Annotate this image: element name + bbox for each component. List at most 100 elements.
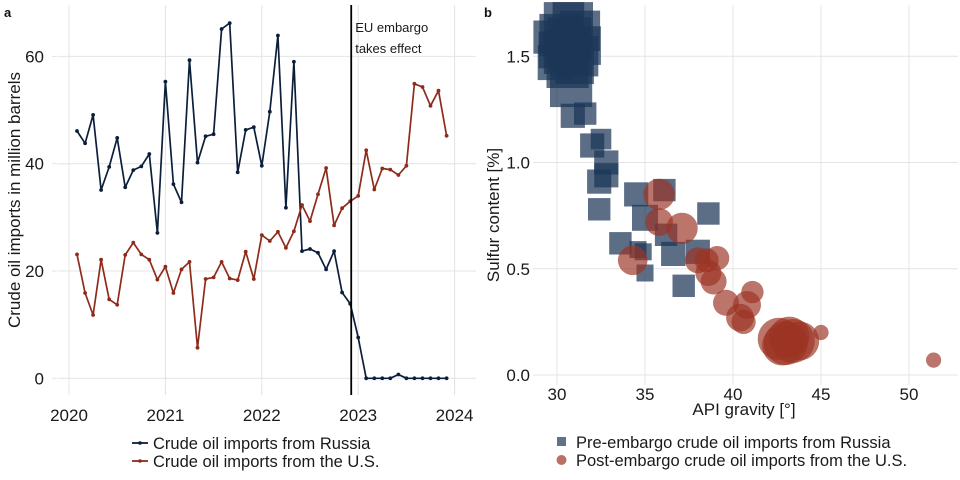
legend-key-square <box>557 437 566 446</box>
x-tick-label: 30 <box>548 385 567 404</box>
data-point-us <box>396 173 401 177</box>
data-point-us <box>179 267 184 272</box>
data-point-russia <box>211 132 216 137</box>
data-point-russia <box>99 188 103 192</box>
data-point-us <box>171 291 176 295</box>
y-tick-label: 60 <box>25 47 44 66</box>
data-point-square <box>661 241 686 266</box>
data-point-russia <box>316 250 320 255</box>
data-point-russia <box>267 109 272 114</box>
data-point-us <box>292 229 296 234</box>
data-point-us <box>364 148 369 153</box>
data-point-us <box>308 219 312 224</box>
panel-b-scatter-chart: b 0.0 0.5 1.0 1.5 30 35 40 45 50 Sulfur content… <box>484 2 958 470</box>
data-point-us <box>251 277 256 281</box>
data-point-us <box>187 260 192 264</box>
data-point-us <box>380 166 385 171</box>
x-tick-label: 2023 <box>339 406 377 425</box>
data-point-square <box>550 64 593 108</box>
embargo-annotation: EU embargo takes effect <box>350 5 428 395</box>
data-point-us <box>420 85 425 89</box>
data-point-square <box>672 274 695 297</box>
x-tick-label: 45 <box>812 385 831 404</box>
data-point-circle <box>666 212 698 245</box>
data-point-russia <box>292 59 296 64</box>
x-tick-label: 2021 <box>146 406 184 425</box>
panel-b-points <box>533 2 942 368</box>
data-point-russia <box>115 136 120 140</box>
data-point-russia <box>436 376 441 381</box>
data-point-russia <box>444 376 449 381</box>
data-point-us <box>139 252 144 257</box>
data-point-russia <box>219 27 224 31</box>
data-point-russia <box>276 33 280 38</box>
legend-item-russia: Crude oil imports from Russia <box>132 435 371 453</box>
data-point-circle <box>700 268 727 295</box>
data-point-russia <box>163 79 168 84</box>
legend-item-pre-embargo-russia: Pre-embargo crude oil imports from Russi… <box>557 434 891 452</box>
x-tick-label: 50 <box>900 385 919 404</box>
data-point-us <box>267 239 272 243</box>
data-point-russia <box>83 141 87 146</box>
data-point-russia <box>428 376 433 381</box>
data-point-russia <box>404 376 409 381</box>
legend-label-post-embargo-us: Post-embargo crude oil imports from the … <box>576 452 907 470</box>
data-point-us <box>372 187 377 192</box>
y-tick-label: 1.5 <box>506 47 530 66</box>
data-point-us <box>147 257 152 262</box>
data-point-us <box>243 249 248 254</box>
data-point-russia <box>300 249 304 254</box>
x-tick-label: 2020 <box>50 406 88 425</box>
data-point-us <box>324 166 328 170</box>
data-point-russia <box>243 127 248 132</box>
series-russia <box>75 21 449 381</box>
legend-item-us: Crude oil imports from the U.S. <box>132 453 380 471</box>
data-point-us <box>316 192 320 197</box>
panel-label-b: b <box>484 5 492 20</box>
embargo-annotation-line-1: EU embargo <box>355 20 428 35</box>
data-point-us <box>436 88 441 93</box>
data-point-us <box>163 264 168 269</box>
panel-b-x-axis-title: API gravity [°] <box>692 400 795 419</box>
panel-a-x-axis: 2020 2021 2022 2023 2024 <box>50 390 474 425</box>
panel-b-x-axis: 30 35 40 45 50 <box>548 385 919 404</box>
x-tick-label: 40 <box>724 385 743 404</box>
data-point-us <box>276 229 280 234</box>
data-point-us <box>115 302 120 307</box>
data-point-us <box>75 252 79 257</box>
data-point-us <box>235 278 240 282</box>
data-point-russia <box>420 376 425 381</box>
data-point-russia <box>332 249 336 254</box>
data-point-russia <box>284 205 288 210</box>
panel-a-gridlines <box>58 5 476 395</box>
panel-b-y-axis: 0.0 0.5 1.0 1.5 <box>506 47 538 385</box>
data-point-russia <box>340 290 344 295</box>
data-point-circle <box>926 352 942 368</box>
data-point-us <box>444 133 449 138</box>
y-tick-label: 0 <box>35 369 44 388</box>
legend-item-post-embargo-us: Post-embargo crude oil imports from the … <box>556 452 907 470</box>
data-point-us <box>155 277 160 282</box>
data-point-russia <box>171 182 176 187</box>
data-point-russia <box>324 267 328 272</box>
panel-a-y-axis: 0 20 40 60 <box>25 47 57 388</box>
data-point-square <box>697 202 720 225</box>
legend-label-us: Crude oil imports from the U.S. <box>153 453 380 471</box>
data-point-us <box>107 297 112 302</box>
data-point-russia <box>372 376 377 381</box>
legend-key-russia-point <box>138 441 142 445</box>
legend-label-pre-embargo-russia: Pre-embargo crude oil imports from Russi… <box>576 434 891 452</box>
data-point-circle <box>813 324 829 341</box>
data-point-square <box>574 102 597 125</box>
y-tick-label: 1.0 <box>506 154 530 173</box>
data-point-circle <box>645 208 673 236</box>
data-point-us <box>227 276 232 281</box>
data-point-us <box>83 291 87 295</box>
data-point-us <box>211 275 216 280</box>
embargo-annotation-line-2: takes effect <box>355 41 422 56</box>
panel-a-y-axis-title: Crude oil imports in million barrels <box>5 72 24 328</box>
data-point-square <box>588 198 611 221</box>
data-point-us <box>404 163 409 168</box>
data-point-circle <box>769 316 810 357</box>
